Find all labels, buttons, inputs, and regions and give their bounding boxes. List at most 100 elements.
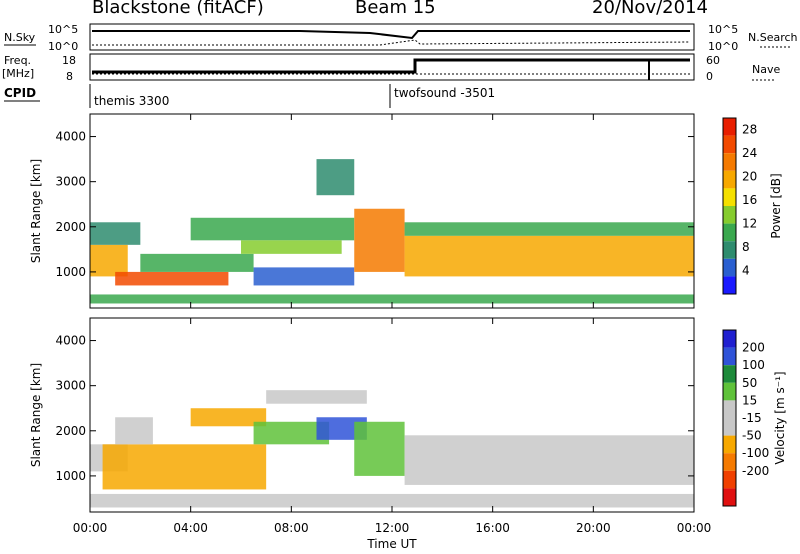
velocity-scatter-band [354, 421, 405, 476]
nsky-label: N.Sky [4, 31, 36, 44]
power-scatter-band [241, 240, 342, 254]
velocity-panel: 1000 2000 3000 4000 00:00 04:00 08:00 12:00 16:0… [29, 317, 787, 551]
date-title: 20/Nov/2014 [592, 0, 708, 18]
velocity-scatter-band [266, 390, 367, 404]
nsearch-trace [92, 39, 691, 46]
x-tick-label: 20:00 [576, 521, 611, 535]
power-scatter-band [404, 222, 694, 236]
velocity-y-axis-label: Slant Range [km] [29, 363, 43, 467]
x-tick-label: 16:00 [475, 521, 510, 535]
power-colorbar-segment [723, 153, 736, 171]
velocity-colorbar-tick-label: -50 [742, 429, 762, 443]
x-axis-label: Time UT [366, 537, 417, 551]
power-colorbar-tick-label: 12 [742, 217, 757, 231]
power-scatter-band [115, 271, 229, 286]
power-y-tick-label: 1000 [55, 265, 86, 279]
velocity-colorbar-segment [723, 330, 736, 348]
nsky-trace [92, 30, 690, 40]
power-y-tick-label: 4000 [55, 130, 86, 144]
velocity-colorbar-tick-label: -15 [742, 411, 762, 425]
power-scatter-band [404, 235, 694, 277]
nave-label: Nave [752, 63, 780, 76]
velocity-y-tick-label: 2000 [55, 424, 86, 438]
power-scatter-band [90, 222, 141, 245]
power-colorbar-tick-label: 16 [742, 193, 757, 207]
velocity-colorbar-tick-label: 200 [742, 341, 765, 355]
power-colorbar-tick-label: 8 [742, 240, 750, 254]
nave-top-label: 60 [706, 54, 720, 67]
power-colorbar-tick-label: 20 [742, 170, 757, 184]
power-colorbar-label: Power [dB] [769, 173, 783, 238]
power-colorbar-segment [723, 188, 736, 206]
velocity-colorbar-tick-label: 50 [742, 376, 757, 390]
freq-label: Freq. [4, 54, 31, 67]
power-scatter-band [253, 267, 355, 286]
velocity-scatter-band [190, 408, 267, 427]
power-colorbar-tick-label: 4 [742, 264, 750, 278]
nsearch-top-label: 10^5 [708, 23, 738, 36]
nsearch-bottom-label: 10^0 [708, 40, 738, 53]
station-title: Blackstone (fitACF) [92, 0, 264, 18]
nave-bottom-label: 0 [706, 70, 713, 83]
power-colorbar-segment [723, 241, 736, 259]
x-tick-label: 00:00 [677, 521, 712, 535]
velocity-colorbar-segment [723, 347, 736, 366]
velocity-y-tick-label: 4000 [55, 334, 86, 348]
power-y-tick-label: 3000 [55, 175, 86, 189]
velocity-colorbar-segment [723, 382, 736, 401]
cpid-mode-2: twofsound -3501 [394, 86, 495, 100]
freq-top-label: 18 [62, 54, 76, 67]
velocity-colorbar-tick-label: -200 [742, 464, 769, 478]
power-colorbar-tick-label: 28 [742, 123, 757, 137]
freq-trace [92, 58, 690, 74]
velocity-colorbar-segment [723, 400, 736, 418]
power-colorbar-segment [723, 206, 736, 224]
velocity-colorbar-frame [722, 329, 737, 507]
power-y-axis-label: Slant Range [km] [29, 159, 43, 263]
velocity-colorbar-segment [723, 435, 736, 454]
power-colorbar-segment [723, 258, 736, 277]
power-colorbar-frame [722, 117, 737, 295]
nsearch-label: N.Search [748, 31, 798, 44]
velocity-scatter-band [404, 435, 694, 485]
power-y-tick-label: 2000 [55, 220, 86, 234]
velocity-colorbar-tick-label: 100 [742, 358, 765, 372]
power-scatter-band [90, 294, 694, 304]
velocity-scatter-band [102, 444, 267, 490]
power-scatter-band [354, 208, 405, 272]
beam-title: Beam 15 [355, 0, 436, 18]
power-scatter-band [90, 244, 128, 277]
nsky-panel-frame [89, 23, 695, 51]
velocity-colorbar-label: Velocity [m s⁻¹] [773, 371, 787, 464]
power-colorbar-segment [723, 118, 736, 136]
freq-bottom-label: 8 [66, 70, 73, 83]
power-colorbar-segment [723, 135, 736, 154]
power-colorbar-segment [723, 170, 736, 189]
power-colorbar-tick-label: 24 [742, 146, 757, 160]
velocity-scatter-band [90, 493, 694, 508]
freq-unit-label: [MHz] [2, 67, 34, 80]
power-colorbar-segment [723, 223, 736, 242]
velocity-colorbar-tick-label: -100 [742, 446, 769, 460]
velocity-colorbar-segment [723, 418, 736, 436]
cpid-mode-1: themis 3300 [94, 94, 169, 108]
nsky-top-label: 10^5 [48, 23, 78, 36]
velocity-scatter-band [115, 417, 153, 445]
x-tick-label: 00:00 [73, 521, 108, 535]
freq-panel-frame [89, 53, 695, 81]
velocity-colorbar-segment [723, 470, 736, 489]
power-scatter-band [140, 253, 254, 272]
velocity-y-tick-label: 3000 [55, 379, 86, 393]
power-scatter-band [316, 159, 355, 196]
x-tick-label: 08:00 [274, 521, 309, 535]
power-panel: 1000 2000 3000 4000 Slant Range [km] 4 8 12 16 20… [29, 113, 783, 309]
velocity-scatter-band [253, 421, 330, 445]
x-tick-label: 12:00 [375, 521, 410, 535]
velocity-colorbar-segment [723, 365, 736, 383]
cpid-label: CPID [4, 86, 36, 100]
velocity-y-tick-label: 1000 [55, 469, 86, 483]
velocity-colorbar-tick-label: 15 [742, 393, 757, 407]
power-scatter-band [190, 217, 355, 241]
